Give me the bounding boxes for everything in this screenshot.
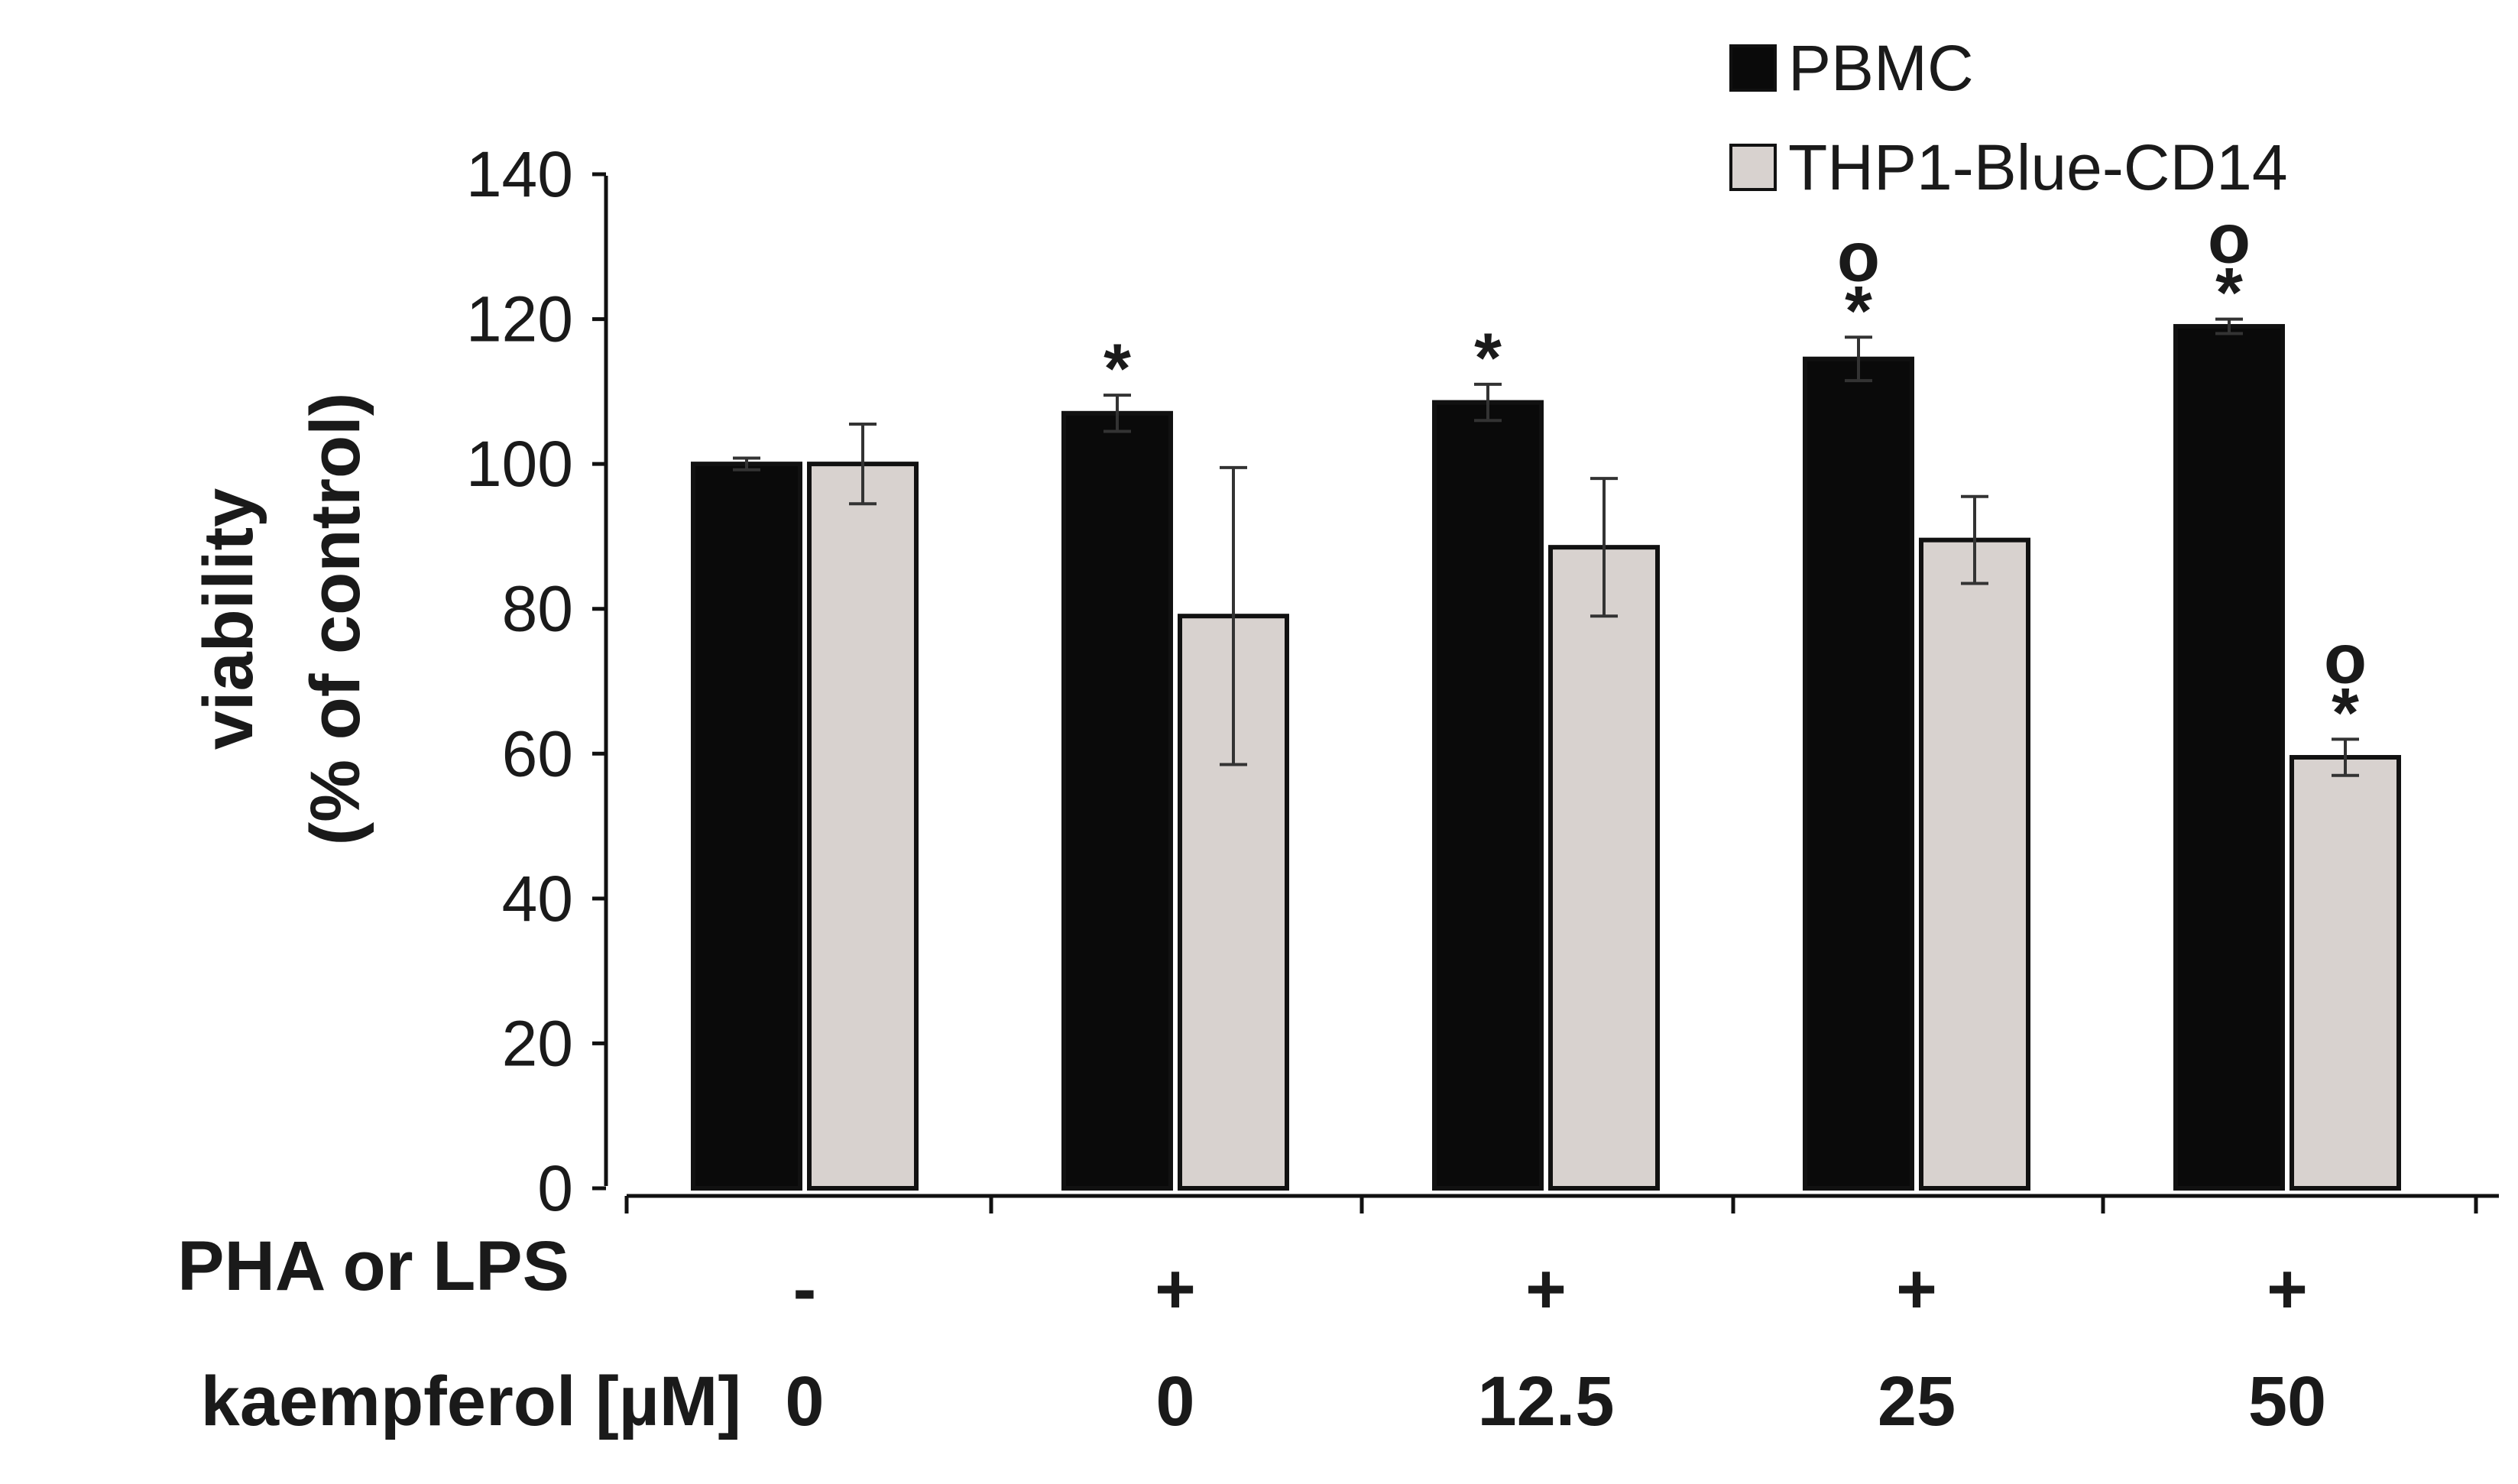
category-kaempferol-label: 0 xyxy=(1155,1362,1194,1440)
significance-asterisk: * xyxy=(2215,254,2243,332)
category-treatment-label: + xyxy=(1155,1250,1196,1328)
y-tick-label: 100 xyxy=(466,428,573,500)
y-ticks: 0 20 40 60 80 100 120 140 xyxy=(466,138,606,1224)
y-axis-title-line1: viability xyxy=(190,488,267,750)
y-tick-label: 60 xyxy=(502,718,573,789)
significance-asterisk: * xyxy=(2332,674,2359,752)
legend-swatch-thp1 xyxy=(1729,144,1777,191)
y-tick-label: 80 xyxy=(502,573,573,645)
bar-pbmc xyxy=(1432,400,1544,1191)
bar-pbmc xyxy=(1061,410,1173,1191)
bars xyxy=(691,324,2401,1191)
y-tick-label: 40 xyxy=(502,863,573,935)
y-tick-label: 0 xyxy=(537,1152,573,1224)
bar-thp1 xyxy=(1548,545,1660,1191)
significance-circle: o xyxy=(1837,218,1880,296)
legend-label-pbmc: PBMC xyxy=(1788,32,1974,104)
significance-marks: * **o *o*o xyxy=(1103,200,2367,753)
bar-pbmc xyxy=(691,462,802,1191)
category-labels: - 0 +0 +12.5 +25 +50 xyxy=(785,1250,2326,1440)
y-tick-label: 120 xyxy=(466,284,573,355)
significance-asterisk: * xyxy=(1103,330,1131,408)
legend: PBMC THP1-Blue-CD14 xyxy=(1729,32,2288,203)
bar-thp1 xyxy=(1919,537,2030,1191)
category-kaempferol-label: 50 xyxy=(2248,1362,2326,1440)
category-kaempferol-label: 12.5 xyxy=(1477,1362,1614,1440)
category-treatment-label: - xyxy=(793,1250,817,1328)
significance-circle: o xyxy=(2208,200,2251,278)
significance-asterisk: * xyxy=(1845,272,1872,350)
significance-asterisk: * xyxy=(1474,319,1502,397)
category-kaempferol-label: 25 xyxy=(1878,1362,1956,1440)
row-label-treatment: PHA or LPS xyxy=(177,1227,569,1305)
error-bars xyxy=(733,317,2359,777)
bar-thp1 xyxy=(807,462,919,1191)
significance-circle: o xyxy=(2324,620,2367,698)
legend-label-thp1: THP1-Blue-CD14 xyxy=(1788,131,2288,203)
y-axis-title-line2: (% of control) xyxy=(297,393,374,846)
x-ticks xyxy=(624,1196,2478,1213)
legend-swatch-pbmc xyxy=(1729,44,1777,92)
bar-pbmc xyxy=(1803,356,1914,1191)
category-kaempferol-label: 0 xyxy=(785,1362,824,1440)
row-label-kaempferol: kaempferol [µM] xyxy=(201,1362,741,1440)
bar-pbmc xyxy=(2173,324,2285,1191)
category-treatment-label: + xyxy=(2267,1250,2308,1328)
y-tick-label: 140 xyxy=(466,138,573,210)
y-tick-label: 20 xyxy=(502,1007,573,1079)
bar-thp1 xyxy=(1178,614,1289,1191)
category-treatment-label: + xyxy=(1525,1250,1567,1328)
bar-thp1 xyxy=(2290,755,2401,1191)
category-treatment-label: + xyxy=(1896,1250,1937,1328)
